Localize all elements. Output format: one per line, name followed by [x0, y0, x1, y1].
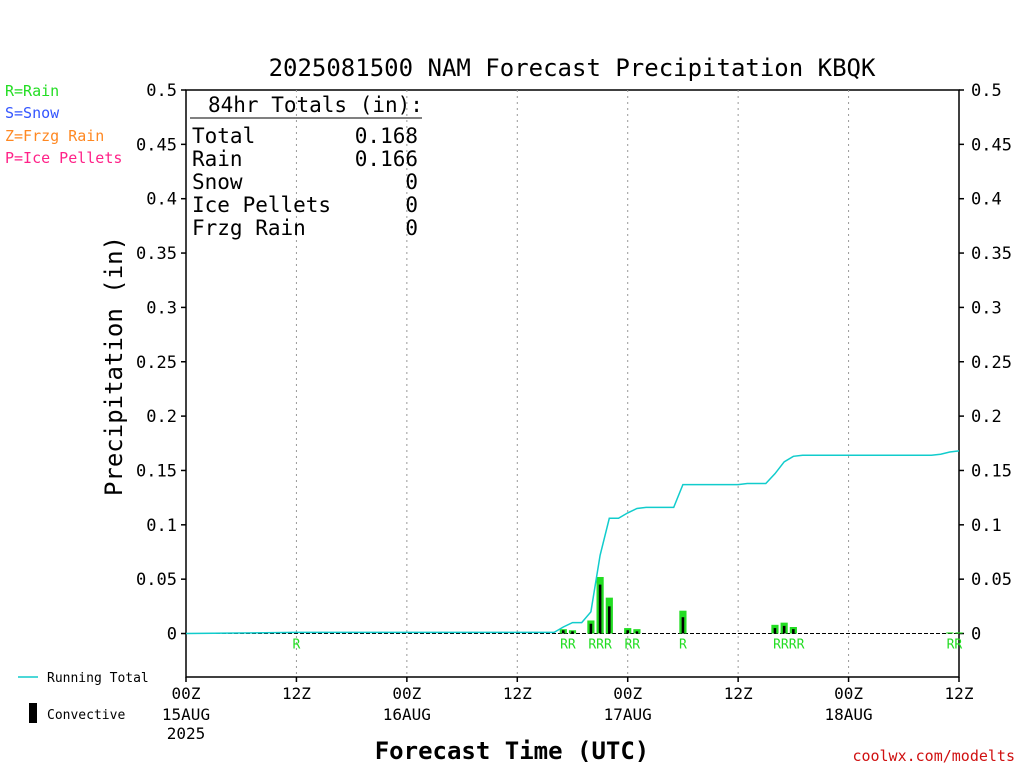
totals-row-value: 0	[405, 193, 418, 217]
convective-bar	[608, 606, 611, 634]
y-tick-label: 0.1	[971, 516, 1002, 536]
y-tick-label: 0.25	[136, 353, 177, 373]
convective-swatch	[29, 703, 37, 723]
running-total-line	[185, 450, 960, 635]
totals-row-value: 0.166	[355, 147, 418, 171]
x-tick-label: 00Z	[172, 684, 201, 703]
precip-type-label: RRR	[588, 638, 612, 653]
y-axis-right: 0.5 0.45 0.4 0.35 0.3 0.25 0.2 0.15 0.1 0.05 0	[959, 81, 1012, 645]
x-axis-title: Forecast Time (UTC)	[375, 737, 650, 765]
y-tick-label: 0.4	[146, 190, 177, 210]
convective-bar	[626, 630, 630, 634]
precip-type-label: RR	[947, 638, 963, 653]
x-tick-label: 12Z	[503, 684, 532, 703]
precip-bar	[946, 632, 954, 634]
chart-title: 2025081500 NAM Forecast Precipitation KB…	[269, 54, 876, 82]
y-tick-label: 0	[971, 625, 981, 645]
convective-bar	[782, 625, 786, 634]
totals-row-label: Total	[192, 124, 255, 148]
precip-bar	[955, 632, 963, 634]
y-tick-label: 0.15	[136, 461, 177, 481]
plot-frame	[185, 89, 960, 678]
x-tick-date: 17AUG	[604, 705, 652, 724]
x-tick-label: 12Z	[945, 684, 974, 703]
totals-row-value: 0	[405, 216, 418, 240]
y-tick-label: 0.5	[971, 81, 1002, 101]
watermark: coolwx.com/modelts	[852, 747, 1015, 765]
y-axis-title: Precipitation (in)	[100, 236, 128, 496]
precip-type-label: RR	[624, 638, 640, 653]
convective-bar	[589, 623, 593, 634]
running-total-label: Running Total	[47, 671, 149, 686]
y-tick-label: 0.15	[971, 461, 1012, 481]
y-tick-label: 0.2	[971, 407, 1002, 427]
x-tick-date: 15AUG	[162, 705, 210, 724]
series-legend: Running Total Convective	[18, 671, 149, 723]
totals-box: 84hr Totals (in): Total 0.168 Rain 0.166…	[190, 93, 423, 240]
totals-header: 84hr Totals (in):	[208, 93, 423, 117]
x-tick-date: 16AUG	[383, 705, 431, 724]
convective-bar	[562, 630, 565, 634]
x-tick-label: 12Z	[724, 684, 753, 703]
legend-snow: S=Snow	[5, 104, 60, 122]
y-tick-label: 0.5	[146, 81, 177, 101]
x-tick-label: 12Z	[282, 684, 311, 703]
legend-rain: R=Rain	[5, 82, 59, 100]
y-tick-label: 0.05	[971, 570, 1012, 590]
totals-row-value: 0.168	[355, 124, 418, 148]
x-tick-label: 00Z	[834, 684, 863, 703]
totals-row-value: 0	[405, 170, 418, 194]
precip-type-labels: R RR RRR RR R RRRR RR	[293, 638, 963, 653]
y-tick-label: 0.4	[971, 190, 1002, 210]
precip-type-label: RR	[560, 638, 576, 653]
y-tick-label: 0.45	[136, 135, 177, 155]
y-tick-label: 0.2	[146, 407, 177, 427]
totals-row-label: Snow	[192, 170, 243, 194]
convective-bar	[635, 631, 639, 634]
y-tick-label: 0.25	[971, 353, 1012, 373]
y-tick-label: 0.3	[146, 298, 177, 318]
x-tick-label: 00Z	[613, 684, 642, 703]
precip-type-legend: R=Rain S=Snow Z=Frzg Rain P=Ice Pellets	[5, 82, 122, 167]
y-tick-label: 0.45	[971, 135, 1012, 155]
x-tick-label: 00Z	[392, 684, 421, 703]
grid-lines	[295, 90, 850, 677]
precip-type-label: R	[293, 638, 301, 653]
totals-row-label: Frzg Rain	[192, 216, 306, 240]
x-tick-date: 18AUG	[824, 705, 872, 724]
y-tick-label: 0	[167, 625, 177, 645]
y-tick-label: 0.3	[971, 298, 1002, 318]
precip-type-label: RRRR	[773, 638, 804, 653]
y-tick-label: 0.05	[136, 570, 177, 590]
convective-bar	[792, 629, 795, 634]
y-tick-label: 0.35	[136, 244, 177, 264]
convective-bar	[598, 584, 602, 634]
totals-row-label: Ice Pellets	[192, 193, 331, 217]
y-tick-label: 0.1	[146, 516, 177, 536]
precip-bars	[559, 576, 963, 634]
convective-bar	[571, 631, 574, 634]
y-tick-label: 0.35	[971, 244, 1012, 264]
totals-row-label: Rain	[192, 147, 243, 171]
convective-bar	[681, 617, 685, 634]
x-tick-year: 2025	[167, 724, 206, 743]
y-axis-left: 0.5 0.45 0.4 0.35 0.3 0.25 0.2 0.15 0.1 0.05 0	[136, 81, 186, 645]
legend-freezing-rain: Z=Frzg Rain	[5, 127, 104, 145]
convective-bar	[773, 628, 777, 634]
precip-type-label: R	[679, 638, 687, 653]
convective-label: Convective	[47, 708, 125, 723]
legend-ice-pellets: P=Ice Pellets	[5, 149, 122, 167]
